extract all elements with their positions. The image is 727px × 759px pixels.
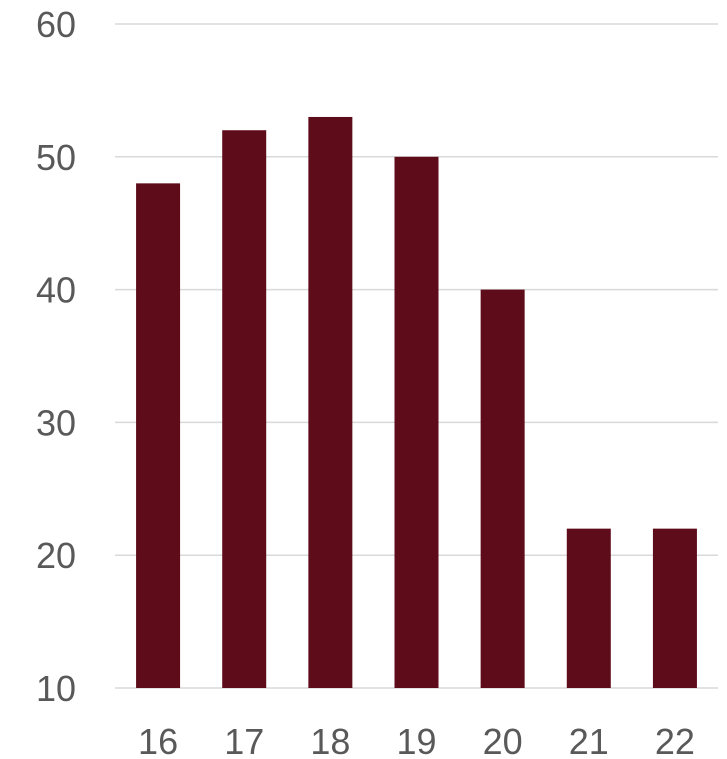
y-tick-label: 30 (36, 402, 76, 443)
bar-19 (394, 156, 439, 689)
x-tick-label: 22 (655, 721, 695, 759)
bar-21 (566, 528, 611, 688)
y-tick-label: 10 (36, 668, 76, 709)
x-axis-tick-labels: 16 17 18 19 20 21 22 (138, 721, 695, 759)
y-tick-label: 20 (36, 535, 76, 576)
bar-22 (652, 528, 697, 688)
y-tick-label: 40 (36, 270, 76, 311)
x-tick-label: 17 (224, 721, 264, 759)
bar-20 (480, 289, 525, 688)
bar-16 (136, 183, 181, 689)
y-axis-tick-labels: 10 20 30 40 50 60 (36, 4, 76, 709)
y-tick-label: 60 (36, 4, 76, 45)
y-tick-label: 50 (36, 137, 76, 178)
x-tick-label: 18 (310, 721, 350, 759)
x-tick-label: 16 (138, 721, 178, 759)
bar-17 (222, 130, 267, 689)
x-tick-label: 20 (483, 721, 523, 759)
bars (136, 116, 697, 689)
x-tick-label: 19 (396, 721, 436, 759)
x-tick-label: 21 (569, 721, 609, 759)
bar-18 (308, 116, 353, 688)
